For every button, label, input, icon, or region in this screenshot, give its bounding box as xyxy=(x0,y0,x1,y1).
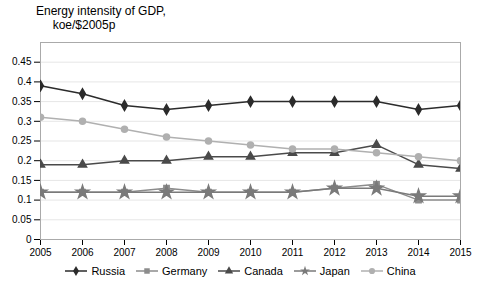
html-text:Russia: Russia xyxy=(91,265,125,277)
svg-text:2013: 2013 xyxy=(365,247,388,258)
svg-text:0.35: 0.35 xyxy=(12,96,32,107)
svg-text:0.15: 0.15 xyxy=(12,175,32,186)
svg-text:2014: 2014 xyxy=(407,247,430,258)
svg-text:0.45: 0.45 xyxy=(12,56,32,67)
svg-text:2008: 2008 xyxy=(155,247,178,258)
svg-text:0.4: 0.4 xyxy=(18,76,32,87)
svg-text:2007: 2007 xyxy=(113,247,136,258)
html-text:Canada: Canada xyxy=(244,265,283,277)
svg-text:0: 0 xyxy=(26,234,32,245)
svg-text:0.1: 0.1 xyxy=(18,194,32,205)
svg-text:0.05: 0.05 xyxy=(12,214,32,225)
svg-text:2009: 2009 xyxy=(197,247,220,258)
svg-text:2005: 2005 xyxy=(29,247,52,258)
svg-text:0.25: 0.25 xyxy=(12,135,32,146)
html-text:Energy intensity of GDP,: Energy intensity of GDP, xyxy=(36,4,166,18)
html-text:China: China xyxy=(386,265,416,277)
svg-text:2010: 2010 xyxy=(239,247,262,258)
svg-text:2006: 2006 xyxy=(71,247,94,258)
svg-text:2011: 2011 xyxy=(282,247,304,258)
svg-text:0.2: 0.2 xyxy=(18,155,32,166)
svg-text:0.3: 0.3 xyxy=(18,116,32,127)
svg-text:2012: 2012 xyxy=(323,247,346,258)
html-text:koe/$2005p: koe/$2005p xyxy=(36,18,116,32)
html-text:Germany: Germany xyxy=(162,265,208,277)
svg-text:2015: 2015 xyxy=(449,247,472,258)
html-text:Japan: Japan xyxy=(319,265,350,277)
